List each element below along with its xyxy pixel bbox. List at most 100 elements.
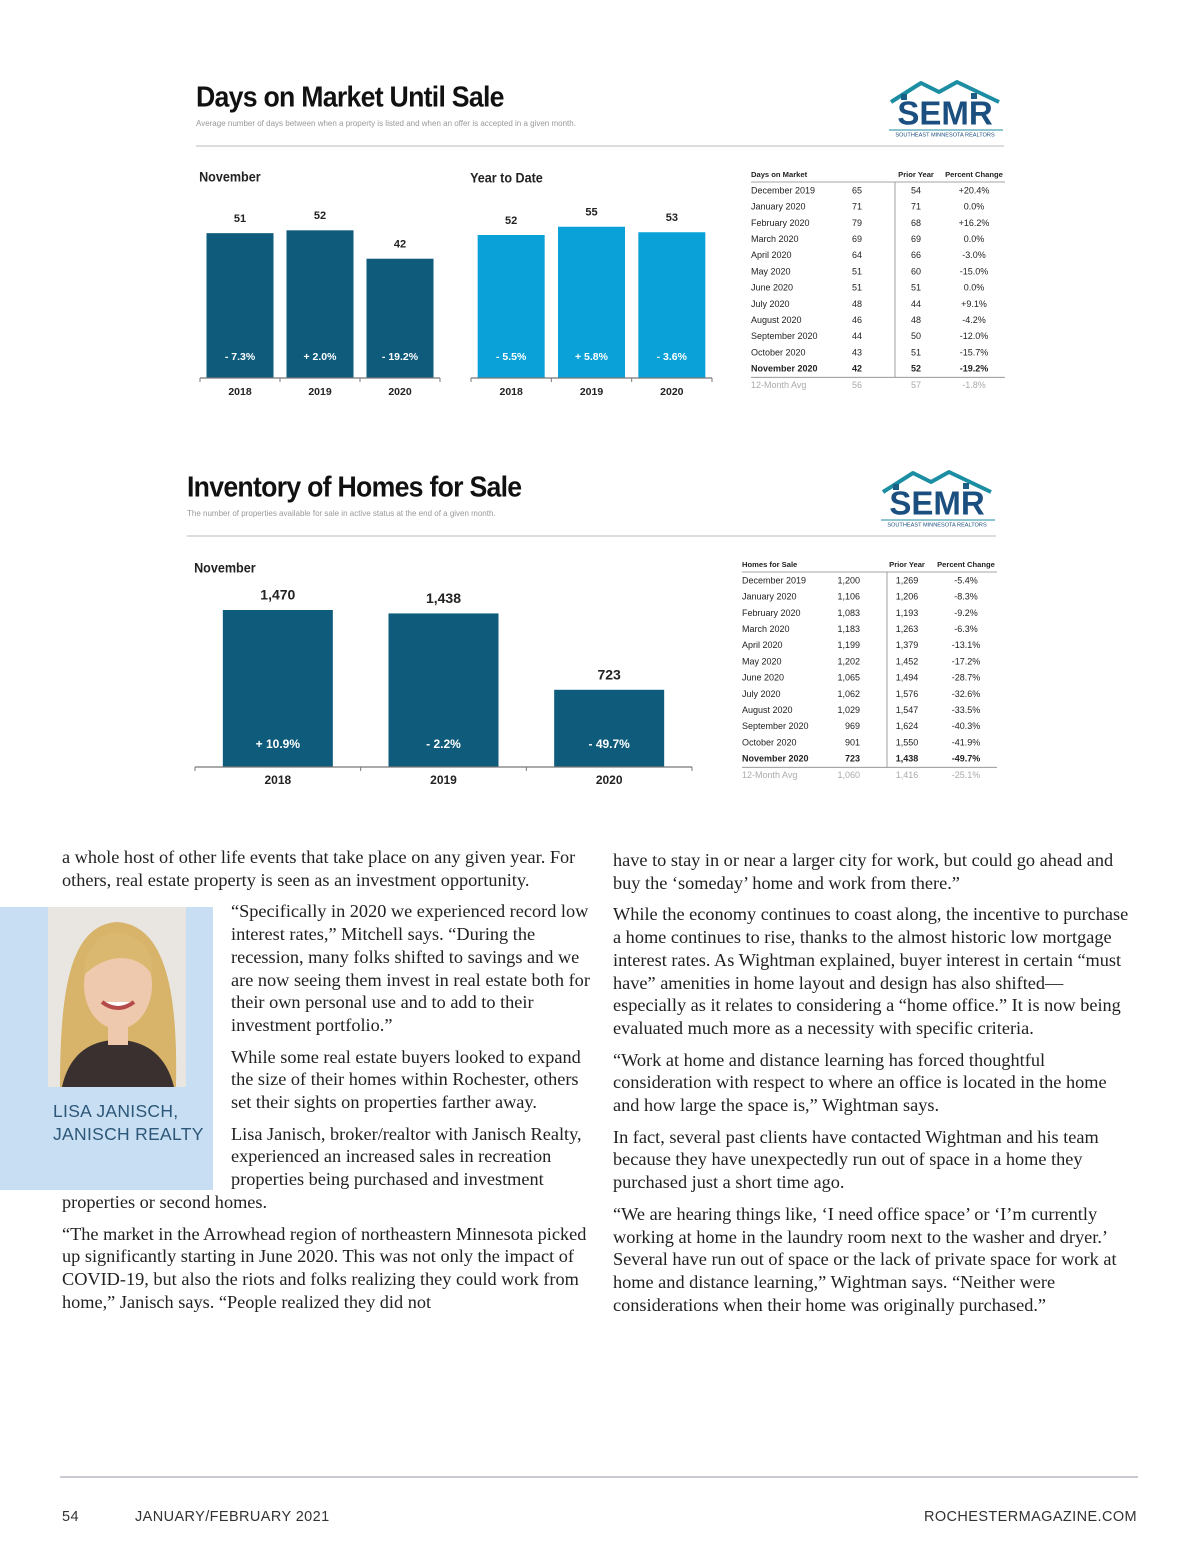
caption-line: JANISCH REALTY <box>53 1124 204 1144</box>
table-cell: July 2020 <box>742 689 781 699</box>
x-tick-label: 2019 <box>430 773 457 787</box>
section-subtitle: Average number of days between when a pr… <box>196 119 576 128</box>
chart-label: Year to Date <box>470 170 543 186</box>
bar-value-label: 42 <box>394 239 406 251</box>
table-header: Days on Market <box>751 170 808 179</box>
bar-value-label: 55 <box>585 207 597 219</box>
table-cell: January 2020 <box>742 592 797 602</box>
table-cell: 1,550 <box>896 737 919 747</box>
table-cell: 1,062 <box>837 689 860 699</box>
table-cell: April 2020 <box>742 640 783 650</box>
table-cell: -25.1% <box>952 770 981 780</box>
table-cell: 1,065 <box>837 673 860 683</box>
bar-value-label: 52 <box>314 210 326 222</box>
bar <box>477 235 545 378</box>
logo-text: SEMR <box>897 95 993 132</box>
table-cell: April 2020 <box>751 250 792 260</box>
table-cell: 1,193 <box>896 608 919 618</box>
chart-label: November <box>199 169 261 185</box>
table-cell: 56 <box>852 380 862 390</box>
table-cell: 42 <box>852 364 862 374</box>
table-cell: March 2020 <box>751 234 799 244</box>
table-cell: 1,200 <box>837 575 860 585</box>
logo-tagline: SOUTHEAST MINNESOTA REALTORS <box>887 522 987 528</box>
paragraph: “Work at home and distance learning has … <box>613 1049 1107 1116</box>
table-cell: 54 <box>911 185 921 195</box>
paragraph: “We are hearing things like, ‘I need off… <box>613 1203 1117 1315</box>
bar-change-label: + 5.8% <box>575 351 609 363</box>
table-cell: 0.0% <box>964 234 985 244</box>
table-cell: +20.4% <box>959 185 990 195</box>
logo-text: SEMR <box>889 485 985 522</box>
table-cell: -8.3% <box>954 592 978 602</box>
x-tick-label: 2019 <box>308 386 332 398</box>
table-cell: 52 <box>911 364 921 374</box>
table-cell: 79 <box>852 218 862 228</box>
table-cell: 0.0% <box>964 283 985 293</box>
table-cell: August 2020 <box>751 315 802 325</box>
table-cell: +16.2% <box>959 218 990 228</box>
caption-line: LISA JANISCH, <box>53 1101 179 1121</box>
bar-value-label: 53 <box>666 212 678 224</box>
table-cell: 60 <box>911 266 921 276</box>
bar <box>222 610 333 767</box>
table-cell: November 2020 <box>751 364 818 374</box>
bar-value-label: 1,438 <box>426 590 461 606</box>
issue: JANUARY/FEBRUARY 2021 <box>135 1509 330 1525</box>
table-cell: May 2020 <box>742 656 782 666</box>
table-cell: 969 <box>845 721 860 731</box>
table-cell: June 2020 <box>742 673 784 683</box>
bar <box>558 226 625 378</box>
bar <box>286 230 354 378</box>
section-subtitle: The number of properties available for s… <box>187 509 496 518</box>
table-cell: November 2020 <box>742 754 809 764</box>
left-column: a whole host of other life events that t… <box>62 846 592 1322</box>
table-header: Percent Change <box>945 170 1003 179</box>
bar-change-label: - 2.2% <box>426 737 461 751</box>
table-cell: 1,269 <box>896 575 919 585</box>
table-cell: -40.3% <box>952 721 981 731</box>
table-cell: 69 <box>852 234 862 244</box>
bar-change-label: - 3.6% <box>657 351 688 363</box>
table-cell: -32.6% <box>952 689 981 699</box>
table-cell: 1,576 <box>896 689 919 699</box>
table-cell: -1.8% <box>962 380 986 390</box>
table-cell: September 2020 <box>751 331 818 341</box>
table-cell: 1,547 <box>896 705 919 715</box>
table-cell: February 2020 <box>742 608 801 618</box>
logo-window <box>971 93 977 99</box>
table-cell: September 2020 <box>742 721 809 731</box>
x-tick-label: 2020 <box>660 386 684 398</box>
table-cell: 1,416 <box>896 770 919 780</box>
website: ROCHESTERMAGAZINE.COM <box>923 1509 1137 1525</box>
paragraph: have to stay in or near a larger city fo… <box>613 850 1114 893</box>
table-cell: -17.2% <box>952 656 981 666</box>
x-tick-label: 2019 <box>580 386 604 398</box>
bar <box>638 232 706 378</box>
table-cell: -12.0% <box>960 331 989 341</box>
paragraph: While some real estate buyers looked to … <box>231 1046 581 1113</box>
table-cell: -5.4% <box>954 575 978 585</box>
table-cell: 51 <box>852 283 862 293</box>
x-tick-label: 2020 <box>388 386 412 398</box>
logo-window <box>963 483 969 489</box>
table-cell: 1,106 <box>837 592 860 602</box>
table-cell: 1,206 <box>896 592 919 602</box>
bar-change-label: - 49.7% <box>588 737 630 751</box>
table-cell: -15.0% <box>960 266 989 276</box>
bar-value-label: 51 <box>234 213 246 225</box>
table-cell: -4.2% <box>962 315 986 325</box>
table-cell: -33.5% <box>952 705 981 715</box>
table-cell: 64 <box>852 250 862 260</box>
bar-change-label: + 10.9% <box>256 737 301 751</box>
table-cell: 48 <box>911 315 921 325</box>
table-cell: 0.0% <box>964 202 985 212</box>
table-cell: 1,060 <box>837 770 860 780</box>
table-cell: August 2020 <box>742 705 793 715</box>
paragraph: “The market in the Arrowhead region of n… <box>62 1223 587 1312</box>
section-title: Inventory of Homes for Sale <box>187 471 522 503</box>
table-cell: 57 <box>911 380 921 390</box>
table-cell: -6.3% <box>954 624 978 634</box>
table-cell: 51 <box>911 283 921 293</box>
